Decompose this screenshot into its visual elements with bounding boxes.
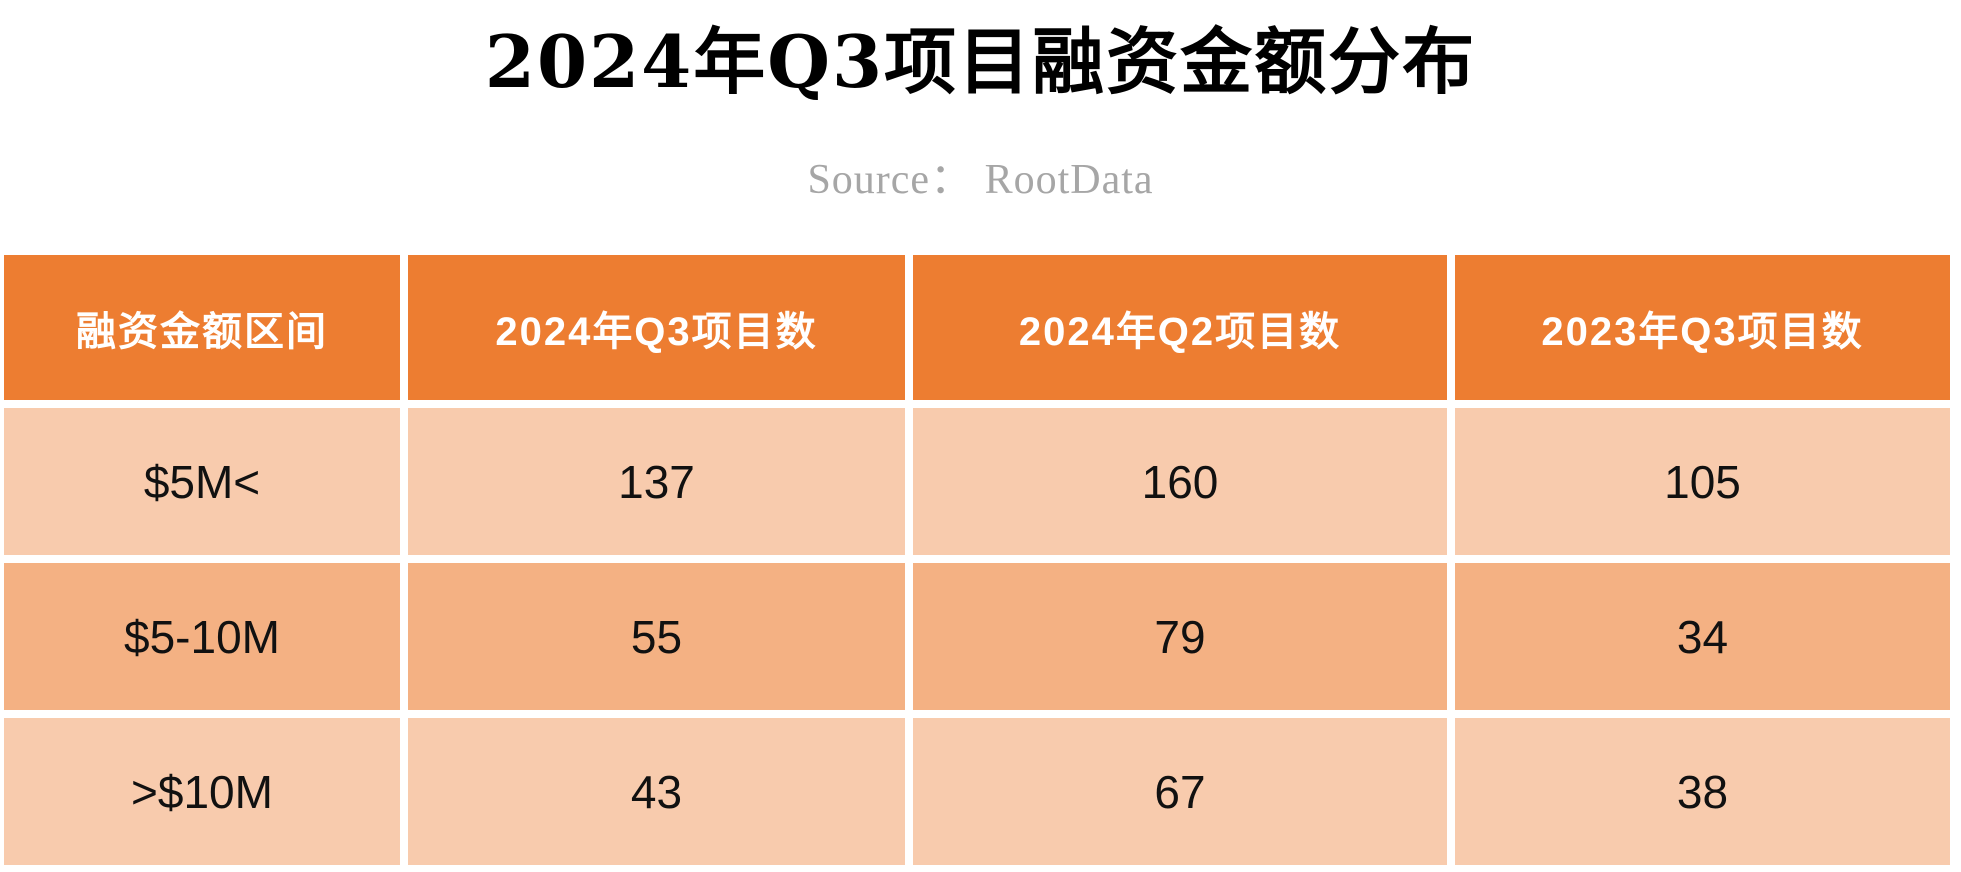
cell-value: 34 [1455,563,1950,711]
column-header-range: 融资金额区间 [4,255,400,401]
source-attribution: Source： RootData [807,157,1154,204]
column-header-2024q3: 2024年Q3项目数 [408,255,905,401]
page-title: 2024年Q3项目融资金额分布 [484,19,1477,104]
cell-value: 55 [408,563,905,711]
row-label: $5-10M [4,563,400,711]
row-label: >$10M [4,718,400,866]
cell-value: 43 [408,718,905,866]
funding-table: 融资金额区间 2024年Q3项目数 2024年Q2项目数 2023年Q3项目数 … [4,255,1950,866]
cell-value: 79 [913,563,1447,711]
cell-value: 160 [913,408,1447,556]
cell-value: 105 [1455,408,1950,556]
column-header-2024q2: 2024年Q2项目数 [913,255,1447,401]
row-label: $5M< [4,408,400,556]
cell-value: 67 [913,718,1447,866]
cell-value: 38 [1455,718,1950,866]
funding-distribution-figure: 2024年Q3项目融资金额分布 Source： RootData 融资金额区间 … [0,22,1961,872]
column-header-2023q3: 2023年Q3项目数 [1455,255,1950,401]
cell-value: 137 [408,408,905,556]
